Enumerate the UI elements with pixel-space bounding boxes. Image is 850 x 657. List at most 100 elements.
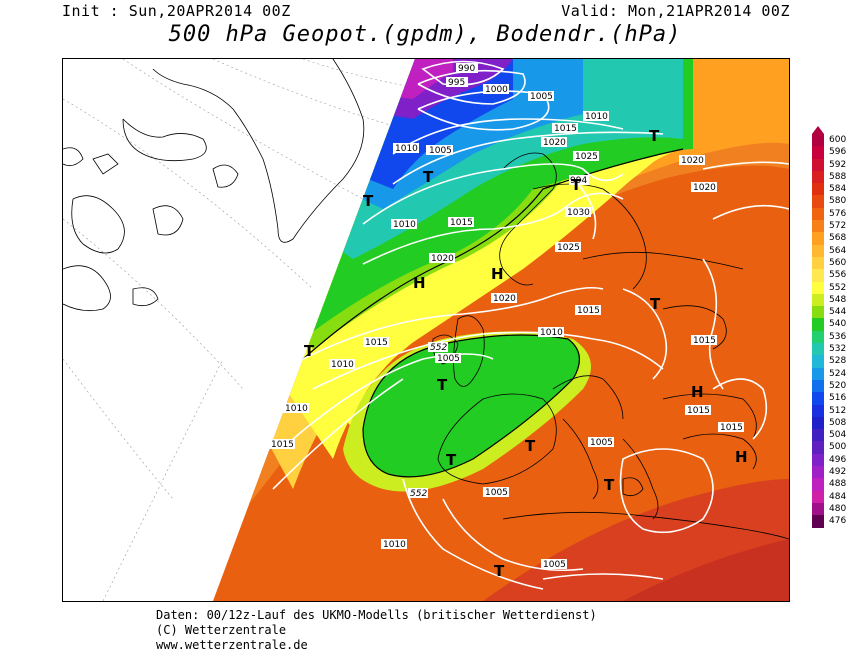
legend-value: 592 [829,159,847,170]
isobar-label: 1020 [693,183,716,193]
isobar-labels: 990 995 1000 1005 1010 1005 1015 1020 10… [269,63,744,570]
legend-entry: 508 [812,416,846,430]
legend-swatch [812,281,824,294]
legend-value: 544 [829,307,847,318]
legend-entry: 524 [812,367,846,380]
contour-label: 552 [430,343,447,353]
legend-entry: 492 [812,466,846,479]
valid-time: Valid: Mon,21APR2014 00Z [561,2,790,20]
isobar-label: 1015 [365,338,388,348]
isobar-label: 1015 [693,336,716,346]
legend-value: 476 [829,516,847,527]
isobar-label: 1015 [720,423,743,433]
legend-value: 548 [829,294,847,305]
legend-swatch [812,379,824,393]
low-marker: T [446,451,457,469]
footer: Daten: 00/12z-Lauf des UKMO-Modells (bri… [156,608,597,653]
legend-value: 516 [829,393,847,404]
legend-swatch [812,195,824,208]
isobar-label: 1005 [437,354,460,364]
legend-value: 556 [829,270,847,281]
legend-swatch [812,207,824,221]
legend-entry: 528 [812,355,846,368]
legend-entry: 568 [812,232,846,245]
legend-swatch [812,355,824,368]
contour-label: 994 [570,176,587,186]
legend-top-arrow [812,126,824,134]
init-time: Init : Sun,20APR2014 00Z [62,2,291,20]
legend-swatch [812,343,824,356]
isobar-label: 1030 [567,208,590,218]
legend-entry: 536 [812,330,846,344]
isobar-label: 995 [448,78,465,88]
legend-rows: 600 596 592 588 584 580 576 572 568 564 560 556 552 5… [812,134,846,528]
high-marker: H [413,274,426,292]
color-legend: 600 596 592 588 584 580 576 572 568 564 560 556 552 5… [812,126,846,528]
legend-swatch [812,232,824,245]
legend-entry: 592 [812,158,846,171]
low-marker: T [571,176,582,194]
legend-value: 584 [829,184,847,195]
isobar-label-990: 990 [456,63,478,74]
legend-entry: 540 [812,318,846,331]
isobar-label: 1010 [285,404,308,414]
legend-swatch [812,318,824,331]
legend-value: 532 [829,344,847,355]
isobars [272,60,789,590]
legend-entry: 572 [812,220,846,233]
isobar-label: 1005 [485,488,508,498]
legend-value: 600 [829,135,847,145]
legend-entry: 564 [812,244,846,257]
pressure-systems: T T T H H T T T H T T T T H T [304,127,748,580]
legend-swatch [812,466,824,479]
legend-value: 524 [829,368,847,379]
legend-swatch [812,367,824,380]
isobar-label: 1005 [530,92,553,102]
legend-entry: 480 [812,502,846,516]
legend-entry: 488 [812,478,846,491]
legend-entry: 532 [812,343,846,356]
legend-value: 552 [829,282,847,293]
legend-swatch [812,502,824,516]
legend-swatch [812,158,824,171]
low-marker: T [363,192,374,210]
legend-swatch [812,330,824,344]
legend-entry: 496 [812,453,846,467]
legend-swatch [812,478,824,491]
legend-value: 496 [829,454,847,465]
isobar-label: 1020 [493,294,516,304]
legend-entry: 520 [812,379,846,393]
website-link[interactable]: www.wetterzentrale.de [156,638,308,652]
legend-value: 484 [829,491,847,502]
legend-swatch [812,134,824,147]
isobar-label: 1020 [543,138,566,148]
isobar-label: 1015 [554,124,577,134]
isobar-label: 1020 [431,254,454,264]
isobar-label: 1010 [585,112,608,122]
isobar-label: 1005 [543,560,566,570]
coastlines-europe [432,152,789,540]
coastlines-west [63,59,369,312]
high-marker: H [691,383,704,401]
low-marker: T [650,295,661,313]
legend-entry: 544 [812,306,846,319]
low-marker: T [494,562,505,580]
legend-entry: 560 [812,256,846,270]
legend-swatch [812,392,824,405]
legend-entry: 576 [812,207,846,221]
isobar-label: 1015 [577,306,600,316]
low-marker: T [525,437,536,455]
legend-value: 480 [829,503,847,514]
legend-swatch [812,416,824,430]
legend-value: 488 [829,479,847,490]
legend-swatch [812,429,824,442]
legend-entry: 512 [812,404,846,417]
legend-entry: 548 [812,293,846,307]
legend-swatch [812,293,824,307]
legend-value: 492 [829,467,847,478]
low-marker: T [423,168,434,186]
legend-swatch [812,220,824,233]
legend-value: 512 [829,405,847,416]
isobar-label: 1005 [590,438,613,448]
legend-swatch [812,146,824,159]
